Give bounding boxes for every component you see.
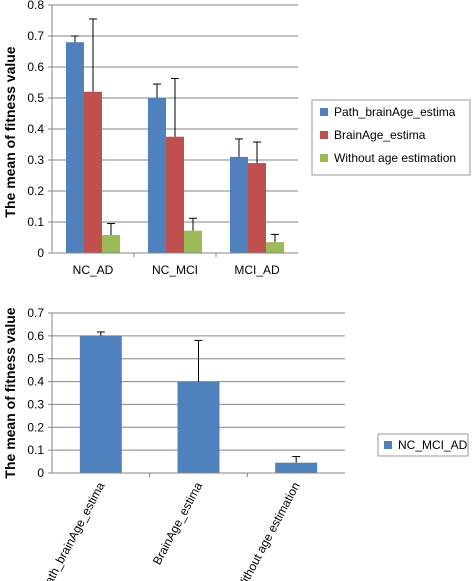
chart-2-x-tick-label: BrainAge_estima (150, 480, 205, 568)
chart-1-x-tick-label: NC_AD (73, 263, 114, 277)
chart-1-y-tick-label: 0 (37, 246, 44, 260)
chart-2-y-tick-label: 0.6 (27, 329, 44, 343)
chart-1-bar (166, 136, 184, 253)
chart-1-x-tick-label: NC_MCI (152, 263, 198, 277)
chart-1-y-tick-label: 0.4 (27, 122, 44, 136)
chart-1-y-axis-label: The mean of fitness value (2, 46, 18, 217)
chart-2-y-tick-label: 0.2 (27, 420, 44, 434)
chart-1-legend-label: Without age estimation (334, 151, 456, 165)
chart-2-legend-swatch (384, 441, 392, 449)
chart-2-error-bars (96, 331, 301, 463)
chart-1-y-tick-label: 0.5 (27, 91, 44, 105)
chart-1-y-tick-label: 0.1 (27, 215, 44, 229)
chart-1-y-tick-label: 0.3 (27, 153, 44, 167)
chart-1-x-ticks: NC_AD NC_MCI MCI_AD (73, 253, 280, 277)
chart-1-bar (148, 98, 166, 253)
chart-1-legend-frame (311, 99, 471, 176)
chart-2-bar (275, 462, 318, 473)
chart-2-y-ticks: 0 0.1 0.2 0.3 0.4 0.5 0.6 0.7 (27, 306, 52, 480)
chart-2-x-tick-label: Path_brainAge_estima (38, 480, 108, 581)
chart-1-y-tick-label: 0.7 (27, 29, 44, 43)
chart-1-x-tick-label: MCI_AD (234, 263, 280, 277)
chart-1-bar (230, 156, 248, 253)
chart-1-y-ticks: 0 0.1 0.2 0.3 0.4 0.5 0.6 0.7 0.8 (27, 0, 52, 260)
chart-1-legend-swatch (320, 131, 328, 139)
chart-1-bar (66, 42, 84, 254)
chart-2-legend: NC_MCI_AD (377, 433, 469, 457)
chart-1-y-tick-label: 0.6 (27, 60, 44, 74)
chart-2: The mean of fitness value 00.10.20.30.40… (2, 306, 469, 581)
chart-1-error-bars (71, 18, 279, 243)
chart-2-x-tick-label: Without age estimation (233, 480, 303, 581)
chart-1-bar (184, 230, 202, 253)
chart-1-legend-label: Path_brainAge_estima (334, 105, 456, 119)
chart-1-legend-label: BrainAge_estima (334, 128, 426, 142)
chart-1-bar (102, 235, 120, 253)
chart-2-y-tick-label: 0.4 (27, 375, 44, 389)
chart-2-y-tick-label: 0.3 (27, 397, 44, 411)
chart-1-legend: Path_brainAge_estima BrainAge_estima Witho… (311, 99, 471, 176)
chart-2-y-tick-label: 0.1 (27, 443, 44, 457)
chart-1-y-tick-label: 0.2 (27, 184, 44, 198)
chart-1-bar (84, 91, 102, 253)
chart-2-bars (79, 335, 318, 473)
chart-2-bar (177, 381, 220, 473)
chart-1-legend-swatch (320, 154, 328, 162)
chart-2-bar (79, 335, 122, 473)
chart-1-bar (266, 242, 284, 253)
chart-2-legend-label: NC_MCI_AD (398, 438, 468, 452)
chart-2-y-axis-label: The mean of fitness value (2, 307, 18, 478)
chart-2-x-ticks: Path_brainAge_estima BrainAge_estima Witho… (38, 473, 303, 581)
chart-2-legend-frame (377, 433, 469, 457)
chart-1-bars (66, 42, 284, 254)
chart-2-y-tick-label: 0.7 (27, 306, 44, 320)
chart-1: The mean of fitness value 00.10.20.30.40… (2, 0, 471, 277)
chart-2-y-tick-label: 0.5 (27, 352, 44, 366)
chart-1-legend-swatch (320, 108, 328, 116)
chart-1-y-tick-label: 0.8 (27, 0, 44, 12)
chart-2-y-tick-label: 0 (37, 466, 44, 480)
chart-1-bar (248, 163, 266, 253)
